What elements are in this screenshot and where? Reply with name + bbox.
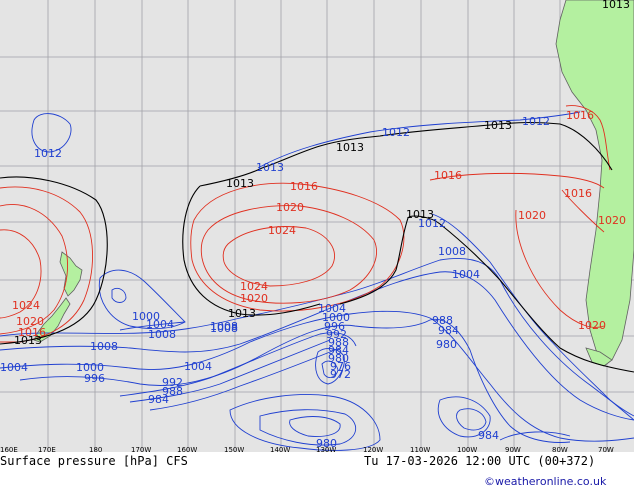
isobar-label: 1013 bbox=[226, 177, 254, 190]
normal-isobar-labels: 1013 1013 1013 1013 1013 1013 1013 bbox=[14, 0, 630, 347]
isobar-label: 976 bbox=[330, 360, 351, 373]
isobar-label: 1020 bbox=[578, 319, 606, 332]
lon-label: 150W bbox=[224, 446, 244, 454]
lon-label: 170E bbox=[38, 446, 56, 454]
isobar-label: 980 bbox=[316, 437, 337, 450]
isobar-label: 1013 bbox=[406, 208, 434, 221]
isobar-label: 1008 bbox=[210, 320, 238, 333]
isobar-label: 1024 bbox=[268, 224, 296, 237]
longitude-labels: 160E 170E 180 170W 160W 150W 140W 130W 1… bbox=[0, 446, 614, 454]
isobar-label: 972 bbox=[330, 368, 351, 381]
isobar-label: 1004 bbox=[184, 360, 212, 373]
isobar-label: 1016 bbox=[290, 180, 318, 193]
isobar-label: 1000 bbox=[132, 310, 160, 323]
valid-time: Tu 17-03-2026 12:00 UTC (00+372) bbox=[364, 454, 595, 468]
lon-label: 160W bbox=[177, 446, 197, 454]
isobar-label: 992 bbox=[162, 376, 183, 389]
isobar-label: 980 bbox=[328, 352, 349, 365]
isobar-label: 1013 bbox=[14, 334, 42, 347]
isobar-label: 996 bbox=[84, 372, 105, 385]
isobar-label: 1012 bbox=[34, 147, 62, 160]
isobar-label: 1020 bbox=[598, 214, 626, 227]
new-zealand-south-island bbox=[33, 297, 71, 343]
isobar-label: 984 bbox=[148, 393, 169, 406]
isobar-label: 1013 bbox=[484, 119, 512, 132]
low-isobar-labels: 1012 1012 1012 1008 1008 1008 1004 1000 … bbox=[0, 115, 550, 450]
isobar-label: 1012 bbox=[418, 217, 446, 230]
tierra-del-fuego bbox=[585, 347, 613, 367]
isobar-label: 1013 bbox=[228, 307, 256, 320]
isobar-label: 1016 bbox=[566, 109, 594, 122]
lon-label: 170W bbox=[131, 446, 151, 454]
isobar-label: 992 bbox=[326, 328, 347, 341]
lon-label: 110W bbox=[410, 446, 430, 454]
lon-label: 80W bbox=[552, 446, 568, 454]
isobar-label: 996 bbox=[324, 320, 345, 333]
isobar-label: 980 bbox=[436, 338, 457, 351]
lon-label: 70W bbox=[598, 446, 614, 454]
isobar-label: 1012 bbox=[522, 115, 550, 128]
isobar-label: 1000 bbox=[322, 311, 350, 324]
isobar-label: 1004 bbox=[0, 361, 28, 374]
footer-band bbox=[0, 452, 634, 490]
high-isobars bbox=[0, 105, 611, 343]
lon-label: 90W bbox=[505, 446, 521, 454]
isobar-label: 1000 bbox=[76, 361, 104, 374]
isobar-label: 988 bbox=[432, 314, 453, 327]
isobar-label: 1008 bbox=[90, 340, 118, 353]
lon-label: 140W bbox=[270, 446, 290, 454]
isobar-label: 1013 bbox=[336, 141, 364, 154]
lon-label: 100W bbox=[457, 446, 477, 454]
low-isobars bbox=[0, 111, 634, 451]
isobar-label: 1020 bbox=[518, 209, 546, 222]
isobar-label: 1008 bbox=[438, 245, 466, 258]
isobar-label: 1013 bbox=[256, 161, 284, 174]
isobar-label: 1012 bbox=[382, 126, 410, 139]
isobar-label: 1008 bbox=[148, 328, 176, 341]
isobar-label: 984 bbox=[478, 429, 499, 442]
graticule bbox=[0, 0, 634, 452]
normal-isobars bbox=[0, 121, 634, 373]
isobar-label: 1016 bbox=[564, 187, 592, 200]
isobar-label: 1024 bbox=[240, 280, 268, 293]
isobar-label: 1020 bbox=[240, 292, 268, 305]
isobar-label: 1016 bbox=[18, 326, 46, 339]
isobar-label: 1004 bbox=[318, 302, 346, 315]
lon-label: 160E bbox=[0, 446, 18, 454]
lon-label: 130W bbox=[316, 446, 336, 454]
high-isobar-labels: 1016 1020 1024 1016 1020 1024 1016 1020 … bbox=[12, 109, 626, 339]
isobar-label: 1024 bbox=[12, 299, 40, 312]
lon-label: 120W bbox=[363, 446, 383, 454]
isobar-label: 988 bbox=[162, 385, 183, 398]
isobar-label: 988 bbox=[328, 336, 349, 349]
land bbox=[33, 0, 634, 367]
south-america bbox=[555, 0, 634, 363]
lon-label: 180 bbox=[89, 446, 102, 454]
isobar-label: 1020 bbox=[16, 315, 44, 328]
isobar-label: 1016 bbox=[434, 169, 462, 182]
isobar-label: 1004 bbox=[452, 268, 480, 281]
isobar-label: 984 bbox=[438, 324, 459, 337]
credit-link[interactable]: ©weatheronline.co.uk bbox=[484, 475, 607, 488]
isobar-label: 984 bbox=[328, 344, 349, 357]
isobar-label: 1020 bbox=[276, 201, 304, 214]
map-title: Surface pressure [hPa] CFS bbox=[0, 454, 188, 468]
isobar-label: 1013 bbox=[602, 0, 630, 11]
isobar-label: 1008 bbox=[210, 322, 238, 335]
isobar-label: 1004 bbox=[146, 318, 174, 331]
